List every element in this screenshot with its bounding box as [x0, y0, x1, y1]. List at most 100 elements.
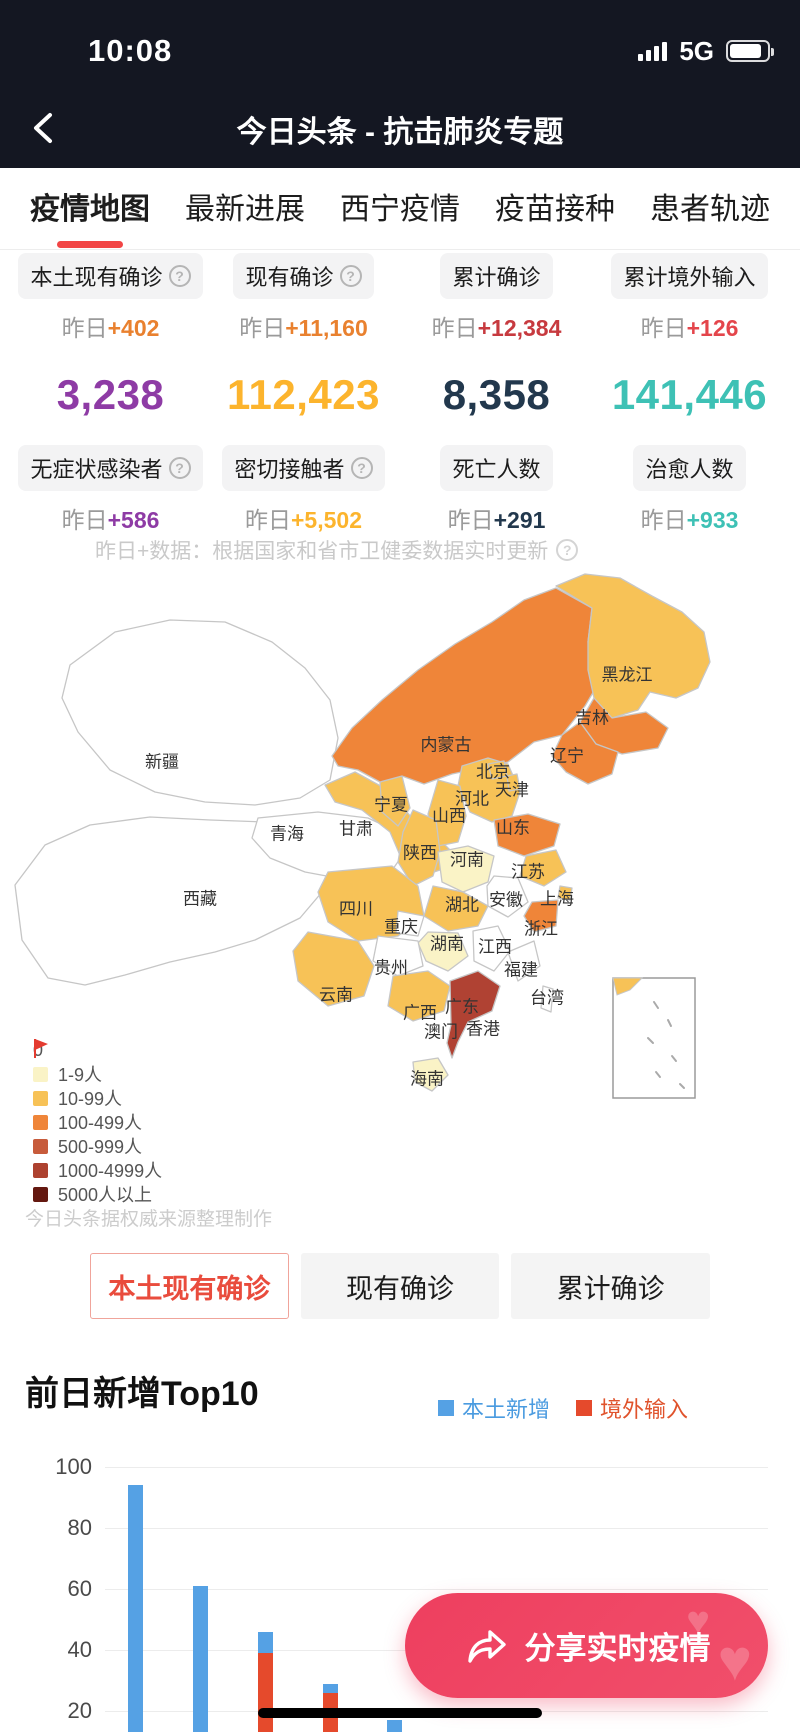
stat-label[interactable]: 密切接触者? — [222, 445, 385, 491]
province-yunnan[interactable] — [292, 931, 375, 1007]
battery-icon — [726, 40, 774, 62]
province-xizang[interactable] — [14, 816, 333, 986]
legend-item: 100-499人 — [33, 1110, 162, 1134]
province-beijing[interactable] — [487, 760, 508, 780]
flag-icon — [34, 1039, 48, 1058]
tab-xining-epidemic[interactable]: 西宁疫情 — [340, 192, 460, 226]
province-guizhou[interactable] — [372, 935, 424, 977]
province-shaanxi[interactable] — [397, 809, 441, 887]
province-shandong[interactable] — [493, 813, 561, 857]
province-anhui[interactable] — [486, 875, 529, 918]
province-jiangsu[interactable] — [519, 849, 567, 887]
chart-legend: 本土新增 境外输入 — [437, 1392, 688, 1424]
province-inner-mongolia[interactable] — [331, 587, 605, 785]
stat-label: 累计确诊 — [440, 253, 553, 299]
china-epidemic-map: 新疆 西藏 青海 甘肃 宁夏 内蒙古 黑龙江 吉林 辽宁 河北 北京 天津 山西 山东 陕西 河南 江苏 安徽 上海… — [0, 570, 800, 1230]
info-icon[interactable]: ? — [339, 265, 362, 287]
bar-imported-segment — [258, 1653, 273, 1732]
legend-item: 1-9人 — [33, 1062, 162, 1086]
province-fujian[interactable] — [507, 940, 541, 982]
stat-label[interactable]: 现有确诊? — [233, 253, 374, 299]
province-liaoning[interactable] — [551, 721, 619, 785]
legend-imported: 境外输入 — [575, 1392, 688, 1424]
province-hubei[interactable] — [423, 885, 489, 932]
legend-swatch — [575, 1400, 592, 1416]
stat-col-total-confirmed: 累计确诊 昨日+12,384 8,358 死亡人数 昨日+291 — [400, 253, 593, 535]
bar-local-segment — [128, 1485, 143, 1732]
province-heilongjiang[interactable] — [555, 573, 711, 719]
stat-label: 累计境外输入 — [611, 253, 768, 299]
province-guangxi[interactable] — [387, 970, 451, 1022]
stat-value: 8,358 — [442, 371, 551, 418]
legend-swatch — [33, 1114, 48, 1130]
province-tianjin[interactable] — [506, 773, 521, 792]
share-button[interactable]: 分享实时疫情 ♥ ♥ — [405, 1593, 768, 1698]
signal-icon — [638, 41, 668, 61]
button-current-confirmed[interactable]: 现有确诊 — [300, 1253, 500, 1319]
stat-value: 112,423 — [226, 371, 380, 418]
stat-col-current-confirmed: 现有确诊? 昨日+11,160 112,423 密切接触者? 昨日+5,502 — [207, 253, 400, 535]
info-icon[interactable]: ? — [556, 539, 579, 561]
province-jiangxi[interactable] — [472, 925, 511, 972]
info-icon[interactable]: ? — [350, 457, 373, 479]
map-legend: 0 1-9人 10-99人 100-499人 500-999人 1000-499… — [33, 1038, 162, 1206]
legend-swatch — [33, 1066, 48, 1082]
legend-swatch — [33, 1162, 48, 1178]
legend-item: 10-99人 — [33, 1086, 162, 1110]
legend-swatch — [33, 1186, 48, 1202]
y-tick: 60 — [67, 1576, 92, 1601]
button-local-current-confirmed[interactable]: 本土现有确诊 — [90, 1253, 289, 1319]
heart-decoration: ♥ — [717, 1628, 752, 1693]
south-sea-inset — [612, 977, 696, 1099]
y-tick: 100 — [55, 1454, 92, 1479]
province-chongqing[interactable] — [395, 910, 425, 937]
info-icon[interactable]: ? — [168, 457, 191, 479]
home-indicator[interactable] — [258, 1708, 542, 1718]
chart-title: 前日新增Top10 — [25, 1375, 259, 1413]
y-tick: 40 — [67, 1637, 92, 1662]
legend-swatch — [33, 1090, 48, 1106]
legend-swatch — [33, 1138, 48, 1154]
stat-col-local-confirmed: 本土现有确诊? 昨日+402 3,238 无症状感染者? 昨日+586 — [14, 253, 207, 535]
tab-vaccination[interactable]: 疫苗接种 — [495, 192, 615, 226]
province-hainan[interactable] — [412, 1057, 449, 1092]
share-arrow-icon — [467, 1629, 506, 1663]
data-source-note: 昨日+数据：根据国家和省市卫健委数据实时更新? — [95, 535, 579, 565]
info-icon[interactable]: ? — [168, 265, 191, 287]
stat-col-imported: 累计境外输入 昨日+126 141,446 治愈人数 昨日+933 — [593, 253, 786, 535]
province-guangdong[interactable] — [446, 970, 501, 1059]
map-metric-buttons: 本土现有确诊 现有确诊 累计确诊 — [90, 1253, 711, 1319]
tab-patient-track[interactable]: 患者轨迹 — [650, 192, 770, 226]
province-hunan[interactable] — [417, 931, 469, 972]
stats-grid: 本土现有确诊? 昨日+402 3,238 无症状感染者? 昨日+586 现有确诊… — [0, 253, 800, 535]
nav-bar: 今日头条 - 抗击肺炎专题 — [0, 90, 800, 168]
province-xinjiang[interactable] — [61, 619, 339, 806]
network-type: 5G — [679, 35, 714, 66]
legend-local: 本土新增 — [437, 1392, 550, 1424]
bar-local-segment — [258, 1631, 273, 1654]
button-total-confirmed[interactable]: 累计确诊 — [511, 1253, 711, 1319]
legend-item: 0 — [33, 1038, 162, 1062]
stat-label[interactable]: 本土现有确诊? — [18, 253, 203, 299]
province-taiwan[interactable] — [540, 985, 554, 1013]
stat-value: 3,238 — [56, 371, 165, 418]
stat-label: 治愈人数 — [633, 445, 746, 491]
clock: 10:08 — [88, 33, 173, 68]
stat-value: 141,446 — [611, 371, 768, 418]
legend-swatch — [437, 1400, 454, 1416]
back-icon[interactable] — [26, 110, 62, 146]
province-henan[interactable] — [437, 845, 495, 893]
page-title: 今日头条 - 抗击肺炎专题 — [236, 116, 564, 149]
tab-epidemic-map[interactable]: 疫情地图 — [30, 184, 150, 248]
stat-label: 死亡人数 — [440, 445, 553, 491]
province-zhejiang[interactable] — [523, 899, 559, 933]
tab-latest-progress[interactable]: 最新进展 — [185, 192, 305, 226]
active-tab-underline — [57, 240, 123, 248]
province-shanghai[interactable] — [557, 885, 573, 901]
map-watermark: 今日头条据权威来源整理制作 — [25, 1209, 273, 1230]
y-tick: 20 — [67, 1698, 92, 1723]
legend-item: 500-999人 — [33, 1134, 162, 1158]
tab-bar: 疫情地图 最新进展 西宁疫情 疫苗接种 患者轨迹 — [0, 168, 800, 250]
stat-label[interactable]: 无症状感染者? — [18, 445, 203, 491]
